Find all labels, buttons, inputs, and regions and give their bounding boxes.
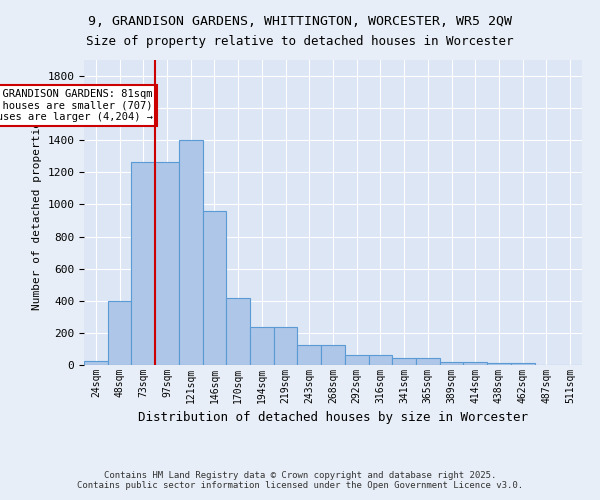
Bar <box>298 345 321 365</box>
Bar <box>511 363 535 365</box>
Bar <box>179 140 203 365</box>
Bar <box>345 354 368 365</box>
Bar <box>416 358 440 365</box>
Text: 9 GRANDISON GARDENS: 81sqm
← 14% of detached houses are smaller (707)
85% of sem: 9 GRANDISON GARDENS: 81sqm ← 14% of deta… <box>0 89 153 122</box>
Text: Contains HM Land Registry data © Crown copyright and database right 2025.
Contai: Contains HM Land Registry data © Crown c… <box>77 470 523 490</box>
Bar <box>440 362 463 365</box>
Bar <box>84 361 108 365</box>
Bar <box>108 301 131 365</box>
Bar <box>226 298 250 365</box>
Bar <box>250 328 274 365</box>
Bar <box>392 358 416 365</box>
Text: 9, GRANDISON GARDENS, WHITTINGTON, WORCESTER, WR5 2QW: 9, GRANDISON GARDENS, WHITTINGTON, WORCE… <box>88 15 512 28</box>
Bar <box>487 363 511 365</box>
Bar <box>274 328 298 365</box>
Bar <box>203 211 226 365</box>
Bar <box>368 354 392 365</box>
Bar <box>131 162 155 365</box>
Bar <box>155 162 179 365</box>
X-axis label: Distribution of detached houses by size in Worcester: Distribution of detached houses by size … <box>138 412 528 424</box>
Bar <box>463 362 487 365</box>
Bar <box>321 345 345 365</box>
Text: Size of property relative to detached houses in Worcester: Size of property relative to detached ho… <box>86 35 514 48</box>
Y-axis label: Number of detached properties: Number of detached properties <box>32 114 42 310</box>
